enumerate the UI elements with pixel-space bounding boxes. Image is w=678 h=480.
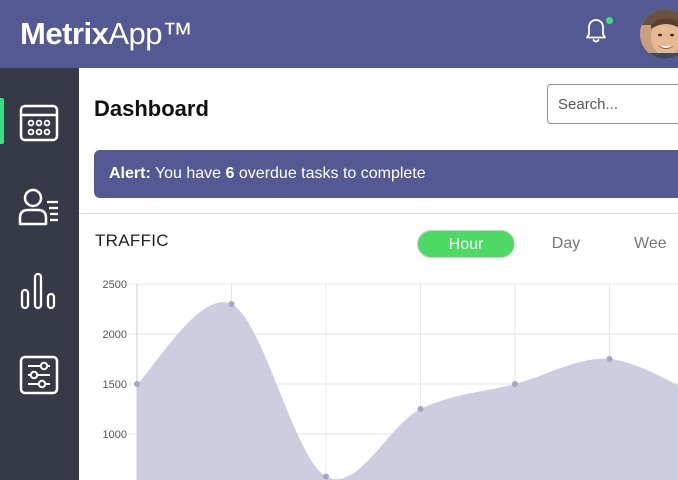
sidebar-item-calendar[interactable]: [0, 88, 79, 158]
data-point: [134, 381, 140, 387]
alert-count: 6: [225, 165, 235, 182]
tab-week[interactable]: Wee: [634, 235, 667, 252]
tab-day[interactable]: Day: [551, 235, 581, 252]
logo-light-text: App™: [108, 16, 193, 51]
sidebar-item-settings[interactable]: [0, 340, 79, 410]
avatar-photo: [640, 9, 678, 59]
traffic-title: TRAFFIC: [95, 231, 169, 250]
alert-text-after: overdue tasks to complete: [238, 165, 426, 182]
bar-chart-icon: [20, 272, 56, 310]
traffic-area-series: [137, 302, 678, 480]
sidebar-active-indicator: [0, 98, 4, 144]
sidebar-item-users[interactable]: [0, 172, 79, 242]
data-point: [512, 381, 518, 387]
sidebar-item-reports[interactable]: [0, 256, 79, 326]
y-tick-label: 2500: [103, 279, 127, 291]
y-tick-label: 1000: [103, 429, 127, 441]
data-point: [228, 301, 235, 307]
y-tick-label: 2000: [103, 329, 127, 341]
alert-text-before: You have: [154, 165, 222, 182]
traffic-area-chart: 2500200015001000500: [103, 279, 678, 480]
page-title: Dashboard: [94, 96, 209, 121]
notification-dot: [605, 16, 614, 25]
sidebar: [0, 68, 79, 480]
data-point: [417, 406, 424, 412]
user-list-icon: [18, 188, 58, 226]
calendar-icon: [19, 104, 59, 142]
main-content: Dashboard Alert: You have 6 overdue task…: [79, 68, 678, 480]
bell-icon[interactable]: [584, 17, 608, 45]
avatar[interactable]: [640, 9, 678, 59]
tab-hour[interactable]: Hour: [417, 230, 515, 258]
app-logo[interactable]: MetrixApp™: [20, 14, 193, 54]
sliders-icon: [19, 355, 59, 395]
section-divider: [79, 213, 678, 214]
alert-label: Alert:: [109, 165, 151, 182]
data-point: [606, 356, 613, 362]
alert-banner: Alert: You have 6 overdue tasks to compl…: [94, 150, 678, 198]
logo-bold-text: Metrix: [20, 16, 109, 51]
search-input[interactable]: [547, 84, 678, 124]
y-tick-label: 1500: [103, 379, 127, 391]
top-bar: MetrixApp™: [0, 0, 678, 68]
data-point: [323, 473, 329, 480]
